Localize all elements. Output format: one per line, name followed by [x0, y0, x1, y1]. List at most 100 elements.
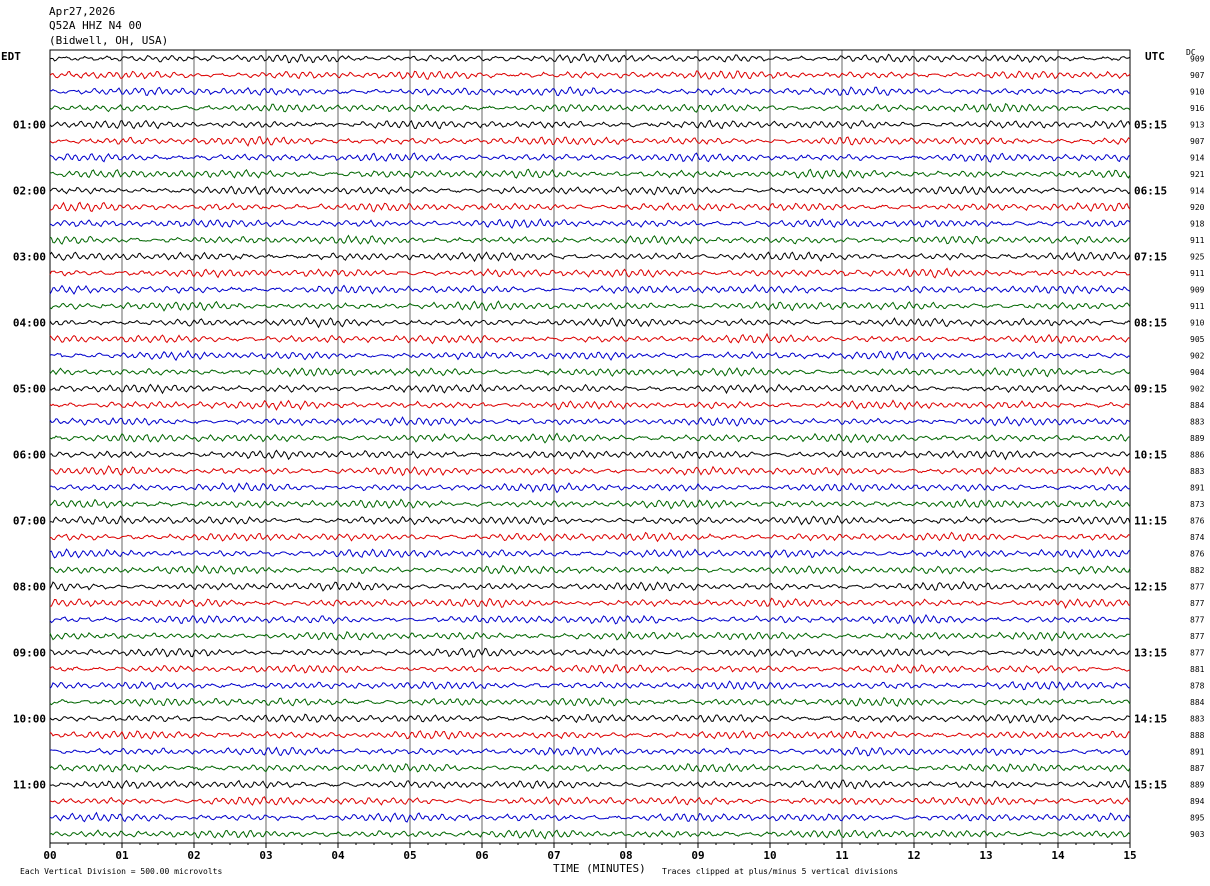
seismic-trace	[49, 119, 1131, 130]
seismic-trace	[49, 102, 1131, 113]
dc-offset-value: 921	[1190, 170, 1205, 179]
seismic-trace	[49, 730, 1131, 740]
dc-offset-value: 884	[1190, 698, 1205, 707]
dc-offset-value: 907	[1190, 71, 1205, 80]
dc-offset-value: 878	[1190, 682, 1205, 691]
dc-offset-value: 894	[1190, 797, 1205, 806]
dc-offset-value: 925	[1190, 253, 1205, 262]
seismic-trace	[49, 234, 1131, 245]
dc-offset-value: 909	[1190, 55, 1205, 64]
dc-offset-value: 905	[1190, 335, 1205, 344]
seismic-trace	[49, 185, 1131, 196]
right-hour-label: 14:15	[1134, 713, 1167, 726]
dc-offset-value: 911	[1190, 236, 1205, 245]
plot-frame	[49, 49, 1131, 844]
x-tick-label: 01	[115, 849, 129, 862]
seismic-trace	[49, 168, 1131, 180]
seismic-trace	[49, 696, 1131, 708]
dc-offset-value: 883	[1190, 715, 1205, 724]
right-hour-label: 12:15	[1134, 581, 1167, 594]
seismic-trace	[49, 763, 1131, 773]
dc-offset-value: 888	[1190, 731, 1205, 740]
seismic-trace	[49, 795, 1131, 806]
x-tick-label: 13	[979, 849, 992, 862]
x-tick-label: 11	[835, 849, 849, 862]
dc-offset-value: 877	[1190, 599, 1205, 608]
dc-offset-value: 902	[1190, 385, 1205, 394]
seismic-trace	[49, 647, 1131, 658]
seismic-trace	[49, 201, 1131, 213]
seismic-trace	[49, 548, 1131, 559]
seismic-trace	[49, 811, 1131, 823]
seismic-trace	[49, 680, 1131, 691]
seismic-trace	[49, 829, 1131, 840]
seismic-trace	[49, 283, 1131, 295]
dc-offset-value: 914	[1190, 154, 1205, 163]
scale-note: Each Vertical Division = 500.00 microvol…	[20, 867, 223, 876]
dc-offset-value: 889	[1190, 781, 1205, 790]
right-hour-label: 09:15	[1134, 383, 1167, 396]
dc-offset-value: 914	[1190, 187, 1205, 196]
seismic-trace	[49, 564, 1131, 575]
right-hour-label: 13:15	[1134, 647, 1167, 660]
seismic-trace	[49, 746, 1131, 757]
left-hour-label: 01:00	[13, 119, 46, 132]
seismic-trace	[49, 416, 1131, 427]
seismic-trace	[49, 581, 1131, 592]
seismic-trace	[50, 515, 1131, 526]
left-hour-label: 10:00	[13, 713, 46, 726]
left-hour-label: 02:00	[13, 185, 46, 198]
chart-station: Q52A HHZ N4 00	[49, 19, 142, 32]
seismic-trace	[49, 531, 1131, 543]
chart-date: Apr27,2026	[49, 5, 116, 18]
dc-offset-value: 910	[1190, 88, 1205, 97]
seismic-trace	[49, 713, 1131, 724]
seismic-trace	[49, 70, 1131, 80]
dc-offset-value: 904	[1190, 368, 1205, 377]
clip-note: Traces clipped at plus/minus 5 vertical …	[662, 867, 899, 876]
seismic-trace	[49, 267, 1131, 279]
dc-offset-value: 874	[1190, 533, 1205, 542]
x-tick-label: 07	[547, 849, 560, 862]
x-tick-label: 00	[43, 849, 56, 862]
dc-offset-value: 883	[1190, 418, 1205, 427]
dc-offset-value: 887	[1190, 764, 1205, 773]
x-tick-label: 03	[259, 849, 272, 862]
dc-offset-value: 918	[1190, 220, 1205, 229]
x-tick-label: 10	[763, 849, 776, 862]
x-tick-label: 08	[619, 849, 632, 862]
chart-location: (Bidwell, OH, USA)	[49, 34, 169, 47]
dc-offset-value: 881	[1190, 665, 1205, 674]
x-tick-label: 15	[1123, 849, 1136, 862]
seismic-trace	[49, 465, 1131, 477]
dc-offset-value: 876	[1190, 550, 1205, 559]
seismic-trace	[49, 663, 1131, 674]
right-timezone-label: UTC	[1145, 50, 1165, 63]
dc-offset-value: 886	[1190, 451, 1205, 460]
left-hour-label: 11:00	[13, 779, 46, 792]
dc-offset-value: 877	[1190, 649, 1205, 658]
seismic-trace	[49, 349, 1131, 362]
dc-label: DC	[1186, 48, 1196, 57]
x-tick-label: 14	[1051, 849, 1065, 862]
dc-offset-value: 911	[1190, 302, 1205, 311]
left-hour-label: 09:00	[13, 647, 46, 660]
seismic-trace	[49, 614, 1131, 625]
x-tick-label: 02	[187, 849, 200, 862]
seismic-trace	[49, 449, 1131, 461]
seismic-trace	[49, 383, 1131, 395]
seismic-trace	[49, 432, 1130, 444]
dc-offset-value: 911	[1190, 269, 1205, 278]
seismic-trace	[49, 367, 1131, 378]
dc-offset-value: 895	[1190, 814, 1205, 823]
dc-offset-value: 902	[1190, 352, 1205, 361]
dc-offset-value: 907	[1190, 137, 1205, 146]
dc-offset-value: 882	[1190, 566, 1205, 575]
dc-offset-value: 891	[1190, 484, 1205, 493]
seismic-trace	[49, 779, 1131, 790]
right-hour-label: 08:15	[1134, 317, 1167, 330]
dc-offset-value: 877	[1190, 616, 1205, 625]
x-tick-label: 04	[331, 849, 345, 862]
x-tick-label: 05	[403, 849, 416, 862]
